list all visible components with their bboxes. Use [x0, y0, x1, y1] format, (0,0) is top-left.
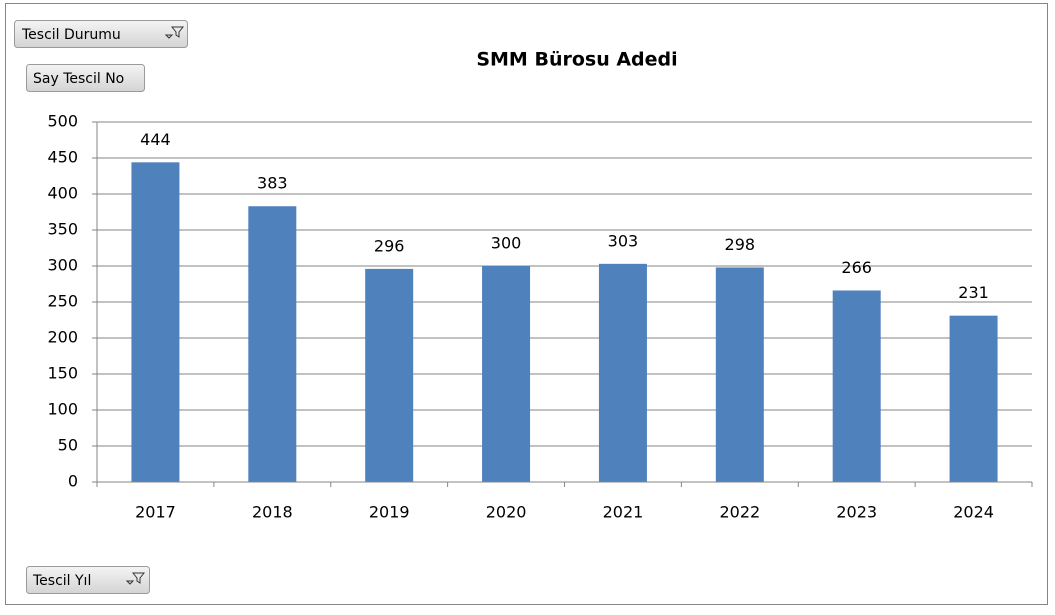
y-tick-label: 500 [47, 112, 78, 131]
x-tick-label: 2022 [719, 503, 760, 522]
axis-button[interactable]: Tescil Yıl [26, 566, 150, 594]
filter-icon[interactable] [164, 26, 185, 39]
data-label: 303 [608, 231, 639, 250]
bar [482, 266, 531, 482]
button-bg[interactable] [26, 566, 150, 594]
y-tick-label: 450 [47, 148, 78, 167]
button-bg[interactable] [14, 20, 188, 48]
bar [598, 263, 647, 482]
button-label[interactable]: Tescil Durumu [21, 27, 121, 43]
chart-title: SMM Bürosu Adedi [476, 49, 677, 71]
y-tick-label: 0 [68, 472, 78, 491]
y-tick-label: 250 [47, 292, 78, 311]
bar [131, 162, 180, 482]
filter-icon[interactable] [125, 572, 146, 585]
bar [832, 290, 881, 482]
data-label: 266 [841, 258, 872, 277]
bar [248, 206, 297, 483]
x-tick-label: 2021 [603, 503, 644, 522]
bar [949, 315, 998, 482]
y-tick-label: 300 [47, 256, 78, 275]
y-tick-label: 100 [47, 400, 78, 419]
bar [365, 268, 414, 482]
y-tick-label: 50 [58, 436, 78, 455]
value-button[interactable]: Say Tescil No [26, 64, 145, 92]
y-tick-label: 150 [47, 364, 78, 383]
x-tick-label: 2017 [135, 503, 176, 522]
data-label: 300 [491, 234, 522, 253]
x-tick-label: 2018 [252, 503, 293, 522]
y-tick-label: 200 [47, 328, 78, 347]
x-tick-label: 2023 [836, 503, 877, 522]
data-label: 383 [257, 174, 288, 193]
y-tick-label: 350 [47, 220, 78, 239]
button-label[interactable]: Tescil Yıl [32, 573, 91, 589]
x-tick-label: 2019 [369, 503, 410, 522]
bar [715, 267, 764, 482]
x-tick-label: 2020 [486, 503, 527, 522]
data-label: 444 [140, 130, 171, 149]
button-label[interactable]: Say Tescil No [33, 71, 124, 87]
data-label: 231 [958, 283, 989, 302]
filter-button[interactable]: Tescil Durumu [14, 20, 188, 48]
x-tick-label: 2024 [953, 503, 994, 522]
data-label: 298 [725, 235, 756, 254]
data-label: 296 [374, 236, 405, 255]
y-tick-label: 400 [47, 184, 78, 203]
button-bg[interactable] [26, 64, 145, 92]
